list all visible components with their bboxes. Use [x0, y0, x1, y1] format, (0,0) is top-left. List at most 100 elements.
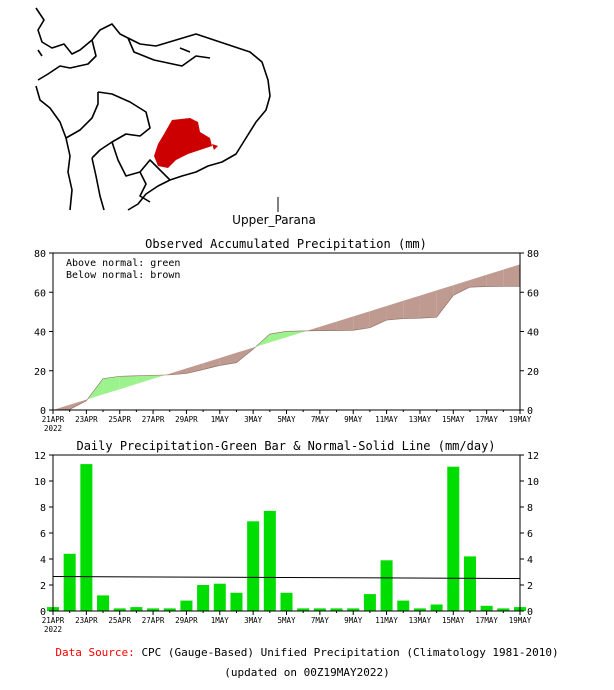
chart2-ytick-label-left: 8 [40, 503, 46, 514]
chart1-below-normal-area [219, 352, 237, 366]
chart2-bars [47, 464, 527, 611]
chart1-below-normal-area [369, 305, 387, 328]
chart1-observed-line [52, 286, 520, 411]
chart2-bar [463, 556, 476, 611]
chart2-axes: 0 0 2 2 4 4 6 6 8 8 10 10 12 12 21APR 23APR 25APR 27APR 29… [34, 451, 539, 634]
chart1-year-label: 2022 [44, 424, 62, 433]
accumulated-precip-chart: Observed Accumulated Precipitation (mm) … [34, 237, 539, 433]
chart1-ytick-label-left: 20 [34, 367, 46, 378]
chart2-bar [280, 592, 293, 611]
chart2-xtick-label: 13MAY [409, 616, 432, 625]
chart1-ytick-label-right: 40 [527, 328, 539, 339]
daily-precip-chart: Daily Precipitation-Green Bar & Normal-S… [34, 439, 539, 634]
chart1-xtick-label: 15MAY [442, 415, 465, 424]
chart2-ytick-label-left: 0 [40, 607, 46, 618]
border-3 [91, 91, 151, 159]
data-source-text: CPC (Gauge-Based) Unified Precipitation … [141, 646, 559, 659]
chart1-below-normal-area [319, 321, 337, 331]
chart2-ytick-label-left: 4 [40, 555, 46, 566]
chart2-bar [197, 585, 210, 611]
coastline-west [35, 85, 73, 211]
chart1-xtick-label: 27APR [142, 415, 165, 424]
chart2-xtick-label: 3MAY [244, 616, 263, 625]
chart1-xtick-label: 23APR [75, 415, 98, 424]
coastline [35, 7, 271, 211]
chart1-axes: 0 0 20 20 40 40 60 60 80 80 21APR 23APR 25APR 27APR 29… [34, 249, 539, 433]
chart2-bar [63, 553, 76, 611]
border-1 [37, 39, 97, 81]
chart1-legend-above: Above normal: green [66, 258, 180, 269]
chart1-ytick-label-left: 40 [34, 328, 46, 339]
chart1-ytick-label-left: 0 [40, 406, 46, 417]
chart1-ytick-label-right: 80 [527, 249, 539, 260]
chart1-below-normal-area [386, 300, 404, 321]
chart2-bar [213, 583, 226, 611]
chart2-bar [80, 464, 93, 611]
chart2-ytick-label-right: 8 [527, 503, 533, 514]
chart2-ytick-label-right: 10 [527, 477, 539, 488]
chart2-bar [113, 608, 126, 611]
chart2-ytick-label-right: 4 [527, 555, 533, 566]
chart2-xtick-label: 25APR [108, 616, 131, 625]
border-6 [91, 157, 105, 211]
chart1-xtick-label: 5MAY [277, 415, 296, 424]
chart1-legend-below: Below normal: brown [66, 270, 180, 281]
chart2-bar [97, 595, 110, 611]
chart2-bar [230, 592, 243, 611]
chart2-ytick-label-left: 2 [40, 581, 46, 592]
lake [37, 47, 191, 57]
chart1-ytick-label-right: 60 [527, 288, 539, 299]
chart1-below-normal-area [453, 279, 470, 296]
chart2-bar [480, 605, 493, 611]
chart1-below-normal-area [336, 316, 354, 331]
chart1-below-normal-area [486, 269, 504, 287]
chart1-fill-areas [53, 264, 520, 410]
border-4 [65, 92, 99, 139]
south-america-map [35, 7, 271, 211]
chart1-xtick-label: 7MAY [311, 415, 330, 424]
chart2-bar [397, 600, 410, 611]
chart2-xtick-label: 23APR [75, 616, 98, 625]
chart2-bar [330, 608, 343, 611]
chart1-above-normal-area [255, 334, 270, 347]
chart2-xtick-label: 5MAY [277, 616, 296, 625]
chart2-ytick-label-right: 12 [527, 451, 539, 462]
chart2-ytick-label-left: 10 [34, 477, 46, 488]
chart2-bar [430, 604, 443, 611]
chart1-below-normal-area [203, 357, 220, 370]
chart1-xtick-label: 13MAY [409, 415, 432, 424]
chart1-above-normal-area [153, 374, 166, 379]
chart2-xtick-label: 11MAY [375, 616, 398, 625]
chart2-bar [447, 466, 460, 611]
chart1-xtick-label: 19MAY [509, 415, 532, 424]
chart2-bar [180, 600, 193, 611]
chart1-below-normal-area [186, 363, 204, 374]
chart1-ytick-label-right: 0 [527, 406, 533, 417]
chart1-ytick-label-right: 20 [527, 367, 539, 378]
chart2-ytick-label-left: 12 [34, 451, 46, 462]
chart1-title: Observed Accumulated Precipitation (mm) [145, 237, 427, 251]
chart2-bar [263, 510, 276, 611]
upper-parana-region [154, 118, 218, 168]
chart1-below-normal-area [503, 264, 520, 287]
chart1-xtick-label: 1MAY [211, 415, 230, 424]
chart2-bar [347, 608, 360, 611]
chart2-xtick-label: 27APR [142, 616, 165, 625]
chart1-xtick-label: 29APR [175, 415, 198, 424]
chart1-above-normal-area [119, 375, 137, 390]
chart2-xtick-label: 21APR [42, 616, 65, 625]
chart1-above-normal-area [103, 376, 120, 395]
region-label: Upper_Parana [232, 213, 316, 227]
chart1-below-normal-area [53, 404, 70, 410]
chart2-ytick-label-right: 0 [527, 607, 533, 618]
chart2-year-label: 2022 [44, 625, 62, 634]
chart1-above-normal-area [286, 330, 304, 338]
border-7 [139, 171, 151, 203]
chart1-below-normal-area [236, 347, 254, 363]
chart1-xtick-label: 3MAY [244, 415, 263, 424]
updated-line: (updated on 00Z19MAY2022) [224, 666, 390, 679]
chart2-bar [130, 607, 143, 611]
chart1-above-normal-area [269, 331, 287, 343]
chart2-bar [413, 608, 426, 611]
chart1-below-normal-area [353, 311, 370, 331]
